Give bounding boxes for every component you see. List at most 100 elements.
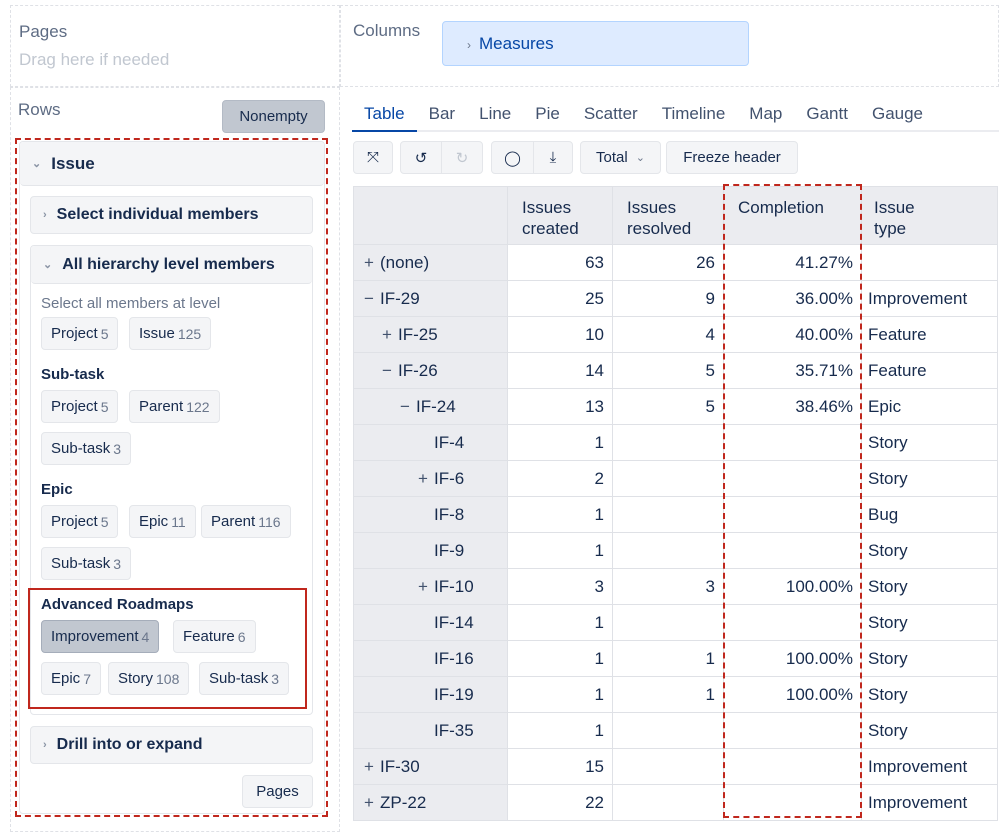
export-button[interactable]: ⤓	[533, 141, 573, 174]
expand-icon[interactable]: +	[418, 576, 428, 596]
issue-dimension-highlight	[15, 138, 328, 817]
select-all-hint: Select all members at level	[41, 295, 221, 312]
table-row: − IF-26 14 5 35.71% Feature	[353, 352, 998, 389]
row-header[interactable]: IF-35	[353, 712, 508, 749]
row-name: IF-6	[434, 468, 465, 488]
cell-issue-type: Improvement	[861, 748, 998, 785]
cell-issues-created: 1	[507, 640, 613, 677]
row-header[interactable]: IF-16	[353, 640, 508, 677]
drill-into-expand[interactable]: › Drill into or expand	[30, 726, 313, 764]
cell-issues-resolved: 26	[612, 244, 724, 281]
level-chip-issue[interactable]: Issue 125	[129, 317, 212, 350]
pages-zone[interactable]: Pages Drag here if needed	[10, 5, 340, 87]
col-header-issues-resolved[interactable]: Issues resolved	[612, 186, 724, 245]
cell-completion	[723, 748, 862, 785]
tab-scatter[interactable]: Scatter	[583, 104, 638, 123]
cell-issues-created: 10	[507, 316, 613, 353]
fullscreen-button[interactable]: ⤧	[353, 141, 393, 174]
row-header[interactable]: + ZP-22	[353, 784, 508, 821]
cell-issue-type: Story	[861, 424, 998, 461]
collapse-icon[interactable]: −	[364, 288, 374, 308]
cell-issues-resolved: 5	[612, 352, 724, 389]
cell-issues-created: 1	[507, 424, 613, 461]
row-name: IF-25	[398, 324, 438, 344]
freeze-header-button[interactable]: Freeze header	[666, 141, 798, 174]
total-dropdown[interactable]: Total ⌄	[580, 141, 661, 174]
row-header[interactable]: + IF-25	[353, 316, 508, 353]
expand-icon[interactable]: +	[364, 252, 374, 272]
redo-button[interactable]: ↻	[441, 141, 483, 174]
cell-issues-created: 25	[507, 280, 613, 317]
table-row: IF-4 1 Story	[353, 424, 998, 461]
measures-label: Measures	[479, 34, 554, 53]
collapse-icon[interactable]: −	[400, 396, 410, 416]
level-chip-subtask[interactable]: Sub-task 3	[41, 547, 131, 580]
tab-gauge[interactable]: Gauge	[871, 104, 924, 123]
level-chip-story[interactable]: Story 108	[108, 662, 190, 695]
row-header[interactable]: IF-9	[353, 532, 508, 569]
table-row: + IF-25 10 4 40.00% Feature	[353, 316, 998, 353]
cell-completion	[723, 604, 862, 641]
expand-icon[interactable]: +	[418, 468, 428, 488]
row-name: IF-8	[434, 504, 465, 524]
tab-pie[interactable]: Pie	[535, 104, 560, 123]
level-chip-epic[interactable]: Epic 11	[129, 505, 196, 538]
row-header[interactable]: − IF-26	[353, 352, 508, 389]
tab-table[interactable]: Table	[352, 96, 417, 132]
all-hierarchy-header[interactable]: ⌄ All hierarchy level members	[31, 246, 312, 284]
row-header[interactable]: + (none)	[353, 244, 508, 281]
issue-dimension-header[interactable]: ⌄ Issue	[20, 142, 324, 186]
dimension-title: Issue	[51, 153, 95, 173]
row-header[interactable]: − IF-29	[353, 280, 508, 317]
cell-issue-type: Story	[861, 640, 998, 677]
level-chip-epic[interactable]: Epic 7	[41, 662, 101, 695]
chevron-right-icon: ›	[467, 38, 471, 52]
col-header-issues-created[interactable]: Issues created	[507, 186, 613, 245]
undo-button[interactable]: ↺	[400, 141, 442, 174]
row-header[interactable]: IF-4	[353, 424, 508, 461]
row-header[interactable]: − IF-24	[353, 388, 508, 425]
pages-button[interactable]: Pages	[242, 775, 313, 808]
expand-icon[interactable]: +	[364, 756, 374, 776]
cell-completion	[723, 784, 862, 821]
level-chip-project[interactable]: Project 5	[41, 505, 119, 538]
row-header[interactable]: IF-8	[353, 496, 508, 533]
row-header[interactable]: IF-14	[353, 604, 508, 641]
nonempty-button[interactable]: Nonempty	[222, 100, 325, 133]
level-chip-project[interactable]: Project 5	[41, 390, 119, 423]
level-chip-parent[interactable]: Parent 122	[129, 390, 220, 423]
comment-button[interactable]: ◯	[491, 141, 534, 174]
collapse-icon[interactable]: −	[382, 360, 392, 380]
cell-completion	[723, 424, 862, 461]
row-name: IF-29	[380, 288, 420, 308]
col-header-issue-type[interactable]: Issue type	[861, 186, 998, 245]
pages-hint: Drag here if needed	[19, 50, 170, 69]
level-chip-subtask[interactable]: Sub-task 3	[41, 432, 131, 465]
select-individual-members[interactable]: › Select individual members	[30, 196, 313, 234]
row-header[interactable]: IF-19	[353, 676, 508, 713]
tab-timeline[interactable]: Timeline	[661, 104, 726, 123]
epic-section-title: Epic	[41, 481, 73, 498]
level-chip-improvement[interactable]: Improvement 4	[41, 620, 160, 653]
row-name: IF-14	[434, 612, 474, 632]
rows-zone	[10, 87, 340, 832]
tab-bar[interactable]: Bar	[428, 104, 456, 123]
tab-line[interactable]: Line	[479, 104, 512, 123]
chevron-down-icon: ⌄	[43, 259, 53, 271]
row-header[interactable]: + IF-10	[353, 568, 508, 605]
measures-chip[interactable]: › Measures	[442, 21, 749, 66]
level-chip-project[interactable]: Project 5	[41, 317, 119, 350]
tab-gantt[interactable]: Gantt	[806, 104, 848, 123]
tab-map[interactable]: Map	[749, 104, 783, 123]
row-header[interactable]: + IF-6	[353, 460, 508, 497]
expand-icon[interactable]: +	[382, 324, 392, 344]
report-table: Issues created Issues resolved Completio…	[353, 186, 998, 821]
cell-issues-created: 1	[507, 604, 613, 641]
col-header-completion[interactable]: Completion	[723, 186, 862, 245]
expand-icon[interactable]: +	[364, 792, 374, 812]
row-header[interactable]: + IF-30	[353, 748, 508, 785]
level-chip-subtask[interactable]: Sub-task 3	[199, 662, 289, 695]
level-chip-feature[interactable]: Feature 6	[173, 620, 256, 653]
cell-issues-resolved	[612, 712, 724, 749]
level-chip-parent[interactable]: Parent 116	[201, 505, 291, 538]
